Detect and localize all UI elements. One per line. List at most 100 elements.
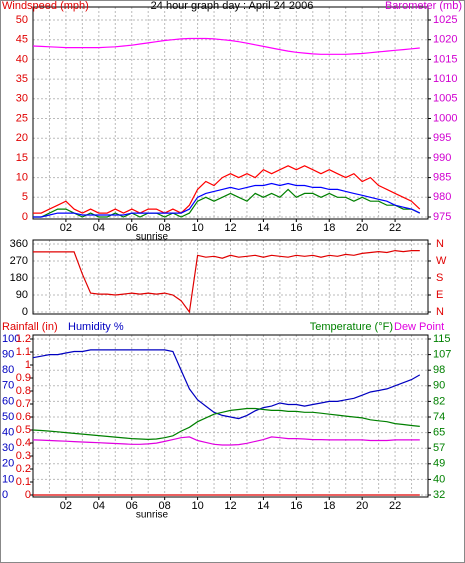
y2-tick-label: N <box>436 238 444 250</box>
y-tick-label: 0 <box>22 306 28 318</box>
y-tick-label: 180 <box>10 272 28 284</box>
y2-tick-label: 90 <box>433 380 445 392</box>
x-tick-label: 02 <box>60 500 72 512</box>
y2-tick-label: 1015 <box>433 53 457 65</box>
y-tick-label: 40 <box>16 53 28 65</box>
y2-tick-label: 985 <box>433 172 451 184</box>
y2-tick-label: 98 <box>433 364 445 376</box>
y2-tick-label: 990 <box>433 152 451 164</box>
y-tick-label: 40 <box>2 427 14 439</box>
x-tick-label: 20 <box>356 500 368 512</box>
y-tick-label: 360 <box>10 238 28 250</box>
y-tick-label: 0 <box>2 489 8 501</box>
y2-tick-label: 1010 <box>433 73 457 85</box>
x-tick-label: 16 <box>290 500 302 512</box>
y-tick-label: 10 <box>16 172 28 184</box>
y-tick-label: 80 <box>2 364 14 376</box>
axis-label: Barometer (mb) <box>385 0 462 12</box>
y-tick-label: 30 <box>2 442 14 454</box>
y3-tick-label: 0.3 <box>16 450 31 462</box>
y2-tick-label: 82 <box>433 395 445 407</box>
x-tick-label: 22 <box>389 500 401 512</box>
annotation: sunrise <box>136 232 169 243</box>
y-tick-label: 10 <box>2 473 14 485</box>
y-tick-label: 60 <box>2 395 14 407</box>
y-tick-label: 5 <box>22 191 28 203</box>
y2-tick-label: 980 <box>433 191 451 203</box>
y3-tick-label: 0.8 <box>16 385 31 397</box>
y-tick-label: 100 <box>2 333 20 345</box>
y-tick-label: 50 <box>16 14 28 26</box>
y-tick-label: 50 <box>2 411 14 423</box>
x-tick-label: 18 <box>323 500 335 512</box>
annotation: sunrise <box>136 510 169 521</box>
series-line <box>33 182 421 218</box>
series-header: Humidity % <box>68 321 124 333</box>
y2-tick-label: 65 <box>433 427 445 439</box>
x-tick-label: 12 <box>224 500 236 512</box>
y3-tick-label: 0 <box>25 489 31 501</box>
y3-tick-label: 1.1 <box>16 346 31 358</box>
plot-frame <box>32 239 429 315</box>
x-tick-label: 22 <box>389 222 401 234</box>
x-tick-label: 14 <box>257 222 269 234</box>
y-tick-label: 20 <box>16 132 28 144</box>
y2-tick-label: W <box>436 255 447 267</box>
y2-tick-label: 49 <box>433 458 445 470</box>
axis-label: Windspeed (mph) <box>2 0 89 12</box>
y-tick-label: 270 <box>10 255 28 267</box>
x-tick-label: 06 <box>126 222 138 234</box>
x-tick-label: 18 <box>323 222 335 234</box>
y2-tick-label: 975 <box>433 211 451 223</box>
series-line <box>33 165 421 214</box>
y2-tick-label: E <box>436 289 443 301</box>
series-header: Rainfall (in) <box>2 321 58 333</box>
y2-tick-label: 995 <box>433 132 451 144</box>
y3-tick-label: 0.6 <box>16 411 31 423</box>
y3-tick-label: 0.7 <box>16 398 31 410</box>
y2-tick-label: 1025 <box>433 14 457 26</box>
x-tick-label: 10 <box>191 500 203 512</box>
y2-tick-label: 57 <box>433 442 445 454</box>
series-line <box>32 407 420 441</box>
y2-tick-label: 40 <box>433 473 445 485</box>
y-tick-label: 45 <box>16 34 28 46</box>
y-tick-label: 0 <box>22 211 28 223</box>
y-tick-label: 15 <box>16 152 28 164</box>
x-tick-label: 04 <box>93 222 105 234</box>
x-tick-label: 10 <box>191 222 203 234</box>
y2-tick-label: 107 <box>433 349 451 361</box>
x-tick-label: 12 <box>224 222 236 234</box>
y2-tick-label: N <box>436 306 444 318</box>
y2-tick-label: S <box>436 272 443 284</box>
y2-tick-label: 1000 <box>433 112 457 124</box>
y2-tick-label: 1020 <box>433 34 457 46</box>
y3-tick-label: 0.5 <box>16 424 31 436</box>
y2-tick-label: 74 <box>433 411 445 423</box>
y-tick-label: 90 <box>16 289 28 301</box>
y-tick-label: 35 <box>16 73 28 85</box>
y3-tick-label: 0.9 <box>16 372 31 384</box>
x-tick-label: 14 <box>257 500 269 512</box>
y-tick-label: 70 <box>2 380 14 392</box>
x-tick-label: 04 <box>93 500 105 512</box>
series-line <box>32 436 420 446</box>
y3-tick-label: 0.1 <box>16 476 31 488</box>
series-line <box>33 249 420 314</box>
x-tick-label: 02 <box>60 222 72 234</box>
y3-tick-label: 0.4 <box>16 437 31 449</box>
series-line <box>32 349 421 420</box>
series-line <box>33 188 421 218</box>
y2-tick-label: 1005 <box>433 93 457 105</box>
x-tick-label: 08 <box>159 500 171 512</box>
y3-tick-label: 1 <box>25 359 31 371</box>
x-tick-label: 08 <box>159 222 171 234</box>
y2-tick-label: 32 <box>433 489 445 501</box>
series-header: Dew Point <box>394 321 444 333</box>
chart-title: 24 hour graph day : April 24 2006 <box>151 0 314 12</box>
y2-tick-label: 115 <box>433 333 451 345</box>
y-tick-label: 20 <box>2 458 14 470</box>
series-line <box>32 37 420 55</box>
